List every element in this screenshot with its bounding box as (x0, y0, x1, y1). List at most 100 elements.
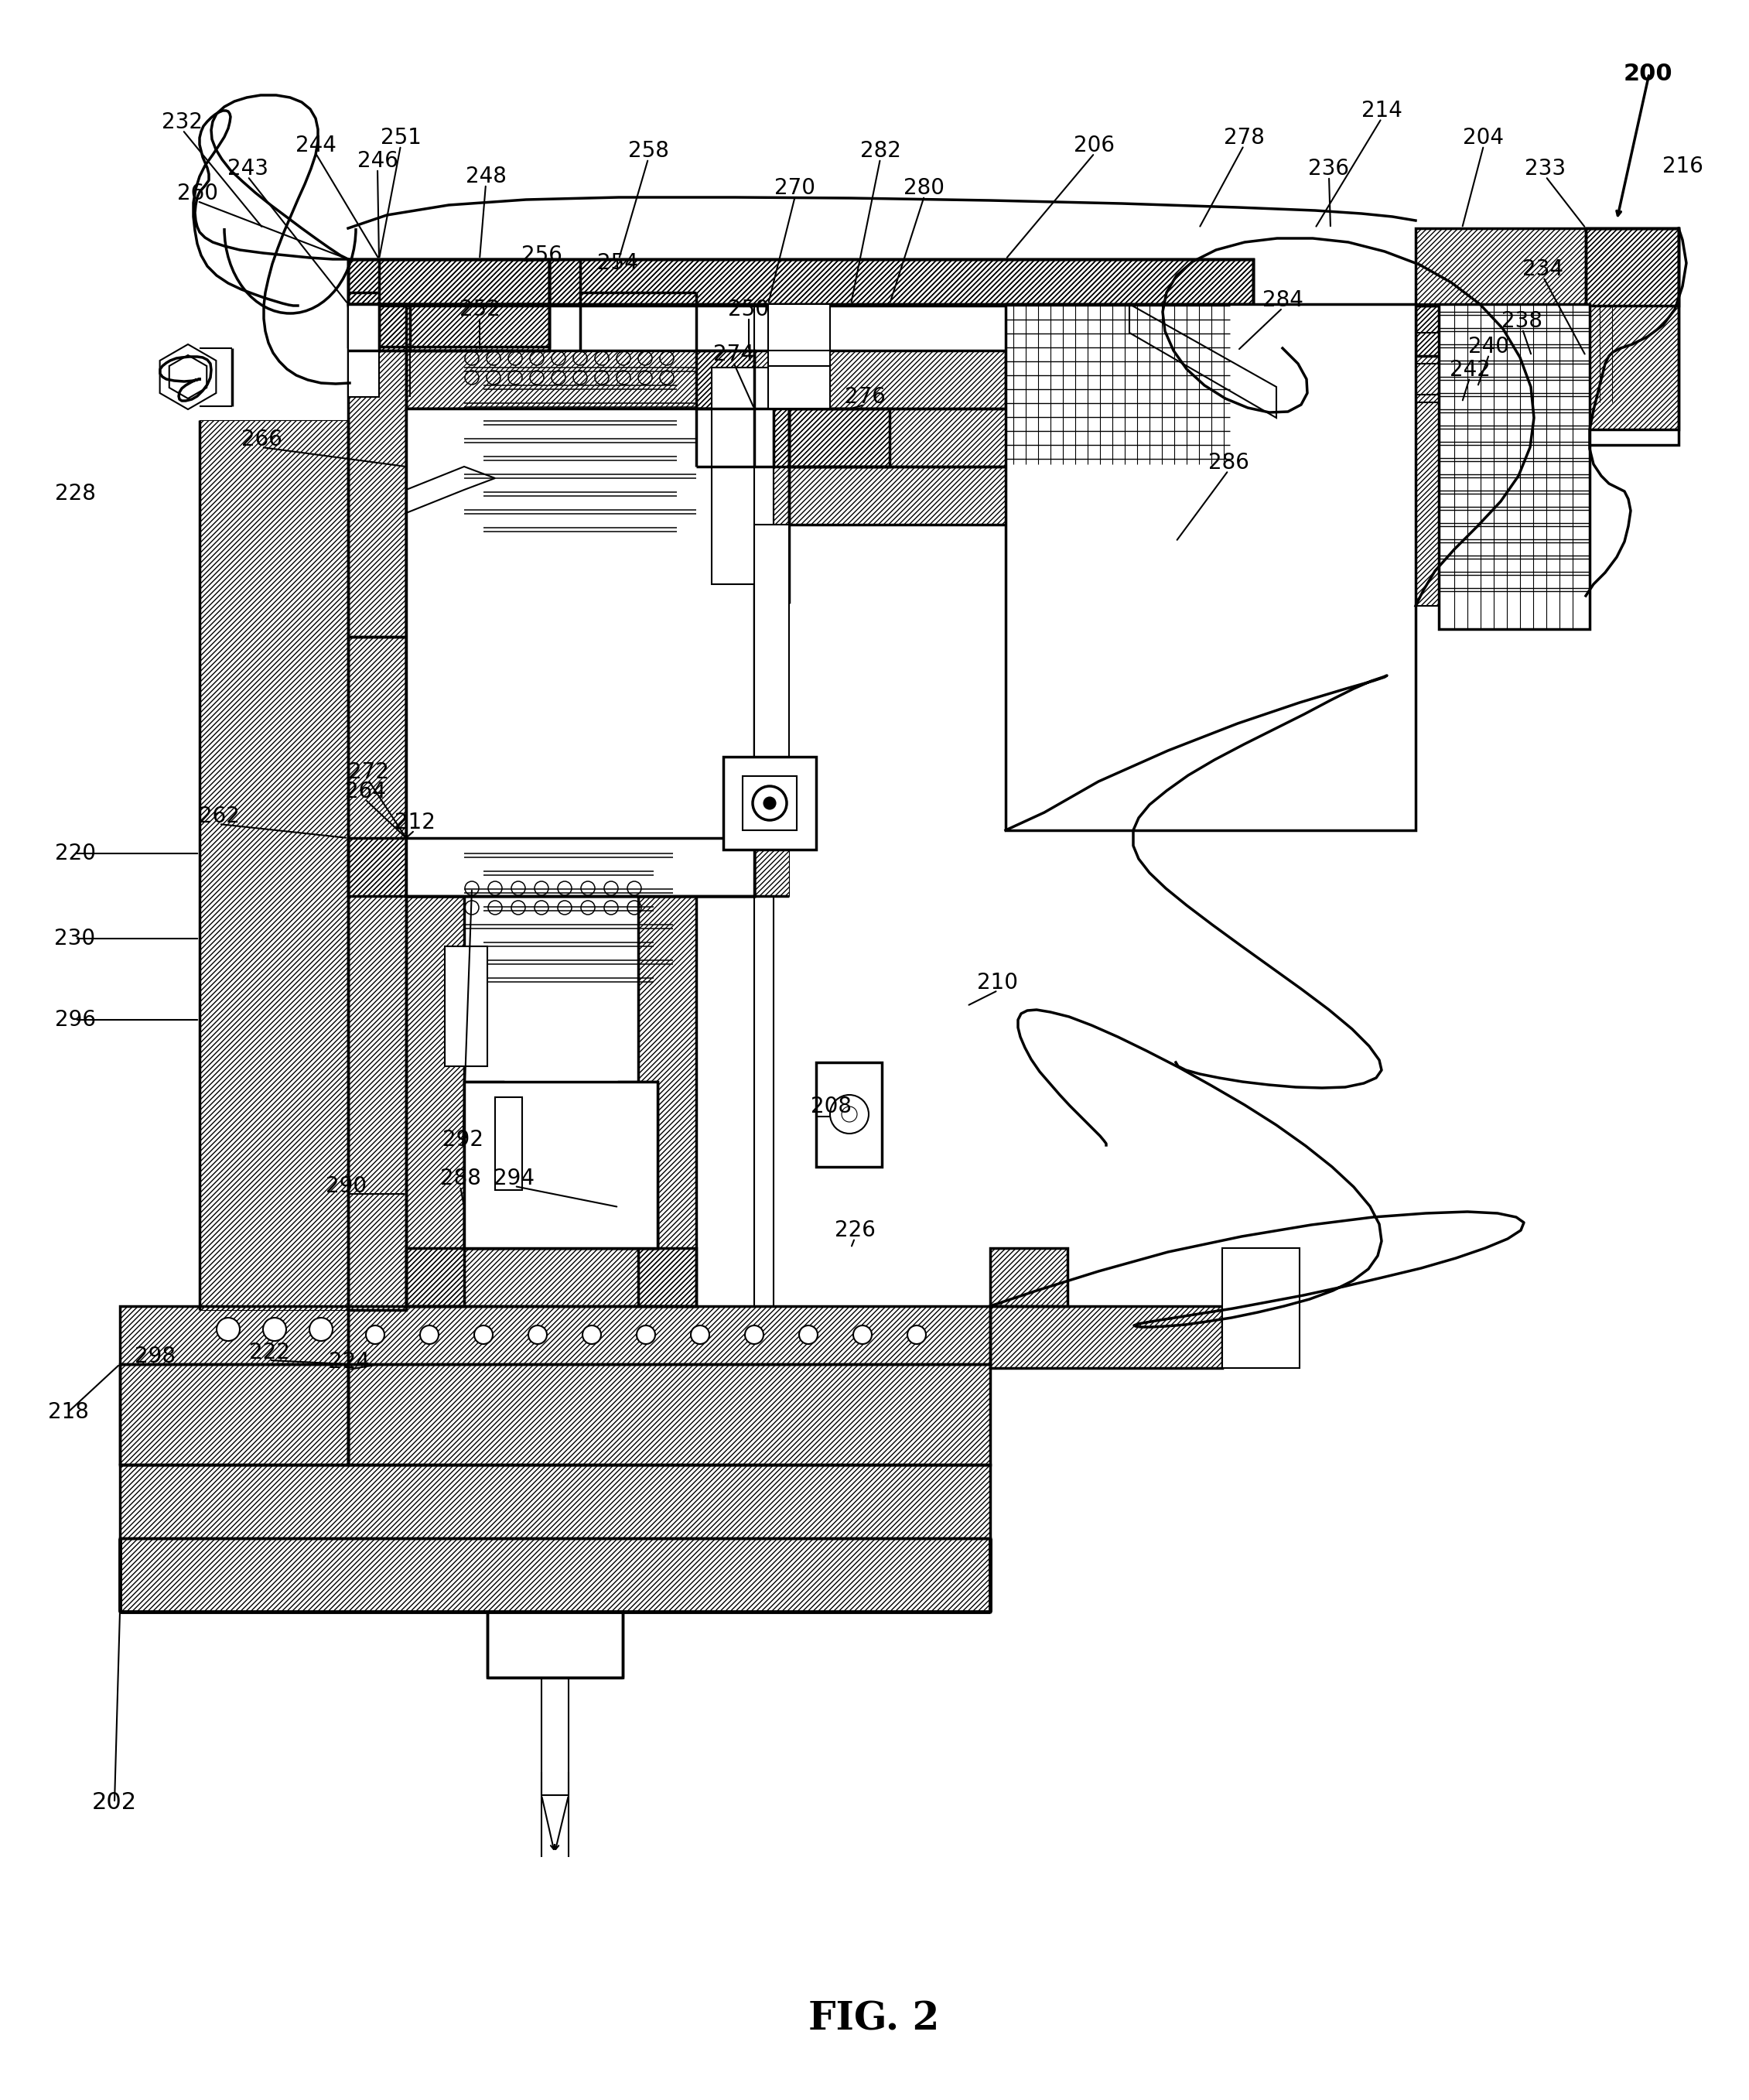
Bar (789, 351, 1006, 410)
Bar (789, 351, 1006, 410)
Bar (463, 1082, 658, 1247)
Polygon shape (170, 355, 206, 399)
Bar (990, 1247, 1067, 1306)
Bar (696, 351, 789, 603)
Bar (121, 1306, 348, 1365)
Text: 290: 290 (325, 1176, 367, 1197)
Bar (463, 1208, 658, 1247)
Bar (1586, 229, 1679, 445)
Text: 206: 206 (1074, 134, 1116, 155)
Bar (406, 410, 463, 897)
Bar (406, 351, 754, 410)
Bar (121, 1464, 990, 1537)
Text: 240: 240 (1469, 336, 1509, 357)
Bar (199, 420, 348, 1310)
Circle shape (637, 1325, 656, 1344)
Circle shape (474, 1325, 493, 1344)
Circle shape (366, 1325, 385, 1344)
Bar (348, 838, 754, 897)
Text: 250: 250 (728, 298, 770, 321)
Bar (831, 1077, 866, 1151)
Bar (768, 304, 831, 351)
Text: 200: 200 (1623, 63, 1672, 84)
Bar (348, 1365, 990, 1464)
Bar (743, 777, 798, 830)
Text: 214: 214 (1361, 101, 1403, 122)
Bar (990, 1247, 1067, 1306)
Text: 256: 256 (521, 244, 561, 267)
Bar (754, 525, 789, 838)
Text: 202: 202 (93, 1791, 136, 1814)
Text: 270: 270 (775, 176, 815, 200)
Bar (768, 304, 831, 351)
Circle shape (420, 1325, 439, 1344)
Text: 284: 284 (1263, 290, 1303, 311)
Bar (789, 410, 890, 466)
Bar (199, 420, 348, 1310)
Text: 238: 238 (1502, 311, 1543, 332)
Bar (348, 1306, 990, 1365)
Bar (549, 258, 1252, 304)
Bar (406, 897, 463, 1306)
Text: 254: 254 (596, 252, 638, 273)
Text: FIG. 2: FIG. 2 (808, 2001, 939, 2039)
Bar (696, 410, 1006, 466)
Bar (348, 304, 406, 636)
Text: 220: 220 (54, 842, 96, 865)
Text: 228: 228 (54, 483, 96, 504)
Bar (348, 304, 406, 636)
Text: 208: 208 (812, 1096, 852, 1117)
Bar (831, 1077, 866, 1151)
Text: 264: 264 (345, 781, 385, 802)
Text: 272: 272 (348, 762, 388, 783)
Bar (406, 897, 463, 1306)
Bar (348, 258, 1252, 307)
Text: 222: 222 (248, 1342, 290, 1363)
Bar (638, 897, 696, 1306)
Bar (990, 1306, 1223, 1367)
Text: 243: 243 (227, 158, 268, 178)
Bar (990, 1306, 1223, 1367)
Bar (406, 838, 789, 897)
Bar (406, 838, 754, 897)
Bar (348, 258, 1252, 304)
Bar (1415, 229, 1679, 307)
Bar (463, 1082, 502, 1247)
Circle shape (217, 1317, 240, 1342)
Bar (406, 466, 463, 838)
Bar (463, 1208, 658, 1247)
Bar (712, 368, 773, 584)
Bar (696, 466, 754, 838)
Circle shape (764, 798, 777, 808)
Text: 236: 236 (1308, 158, 1350, 178)
Text: 258: 258 (628, 141, 668, 162)
Text: 230: 230 (54, 928, 96, 949)
Bar (406, 838, 754, 897)
Bar (1415, 307, 1586, 355)
Bar (696, 410, 754, 897)
Circle shape (745, 1325, 764, 1344)
Bar (696, 466, 754, 838)
Text: 276: 276 (845, 386, 885, 407)
Text: 216: 216 (1662, 155, 1704, 176)
Bar (348, 258, 1252, 304)
Bar (1586, 229, 1679, 428)
Circle shape (854, 1325, 871, 1344)
Text: 226: 226 (834, 1220, 874, 1241)
Bar (121, 1537, 990, 1613)
Text: 298: 298 (135, 1346, 175, 1367)
Bar (1415, 304, 1439, 607)
Bar (1415, 229, 1679, 307)
Circle shape (528, 1325, 547, 1344)
Bar (406, 1247, 696, 1306)
Bar (696, 351, 789, 603)
Bar (121, 1365, 348, 1464)
Bar (1586, 229, 1679, 428)
Text: 244: 244 (296, 134, 336, 155)
Bar (348, 636, 406, 1310)
Bar (348, 258, 549, 304)
Bar (348, 1365, 990, 1464)
Bar (348, 258, 1252, 307)
Text: 234: 234 (1523, 258, 1564, 279)
Bar (1223, 1247, 1300, 1367)
